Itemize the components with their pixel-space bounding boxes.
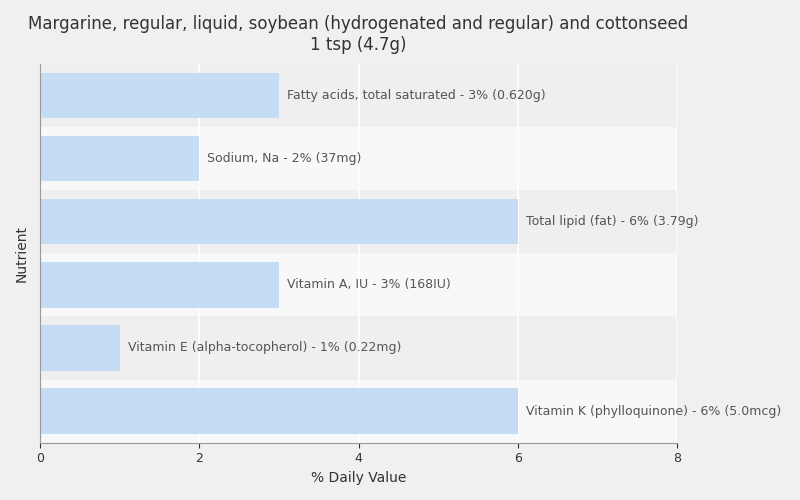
Bar	[40, 316, 677, 380]
Text: Vitamin E (alpha-tocopherol) - 1% (0.22mg): Vitamin E (alpha-tocopherol) - 1% (0.22m…	[128, 342, 401, 354]
Bar	[40, 136, 199, 181]
Text: Vitamin K (phylloquinone) - 6% (5.0mcg): Vitamin K (phylloquinone) - 6% (5.0mcg)	[526, 404, 781, 417]
Text: Fatty acids, total saturated - 3% (0.620g): Fatty acids, total saturated - 3% (0.620…	[287, 89, 546, 102]
Bar	[40, 262, 279, 308]
Bar	[40, 64, 677, 127]
Bar	[40, 199, 518, 244]
Bar	[40, 253, 677, 316]
Bar	[40, 380, 677, 442]
Bar	[40, 325, 120, 370]
Y-axis label: Nutrient: Nutrient	[15, 224, 29, 281]
Bar	[40, 72, 279, 118]
Bar	[40, 127, 677, 190]
X-axis label: % Daily Value: % Daily Value	[311, 471, 406, 485]
Bar	[40, 388, 518, 434]
Text: Total lipid (fat) - 6% (3.79g): Total lipid (fat) - 6% (3.79g)	[526, 215, 698, 228]
Text: Sodium, Na - 2% (37mg): Sodium, Na - 2% (37mg)	[207, 152, 362, 165]
Title: Margarine, regular, liquid, soybean (hydrogenated and regular) and cottonseed
1 : Margarine, regular, liquid, soybean (hyd…	[29, 15, 689, 54]
Bar	[40, 190, 677, 253]
Text: Vitamin A, IU - 3% (168IU): Vitamin A, IU - 3% (168IU)	[287, 278, 450, 291]
